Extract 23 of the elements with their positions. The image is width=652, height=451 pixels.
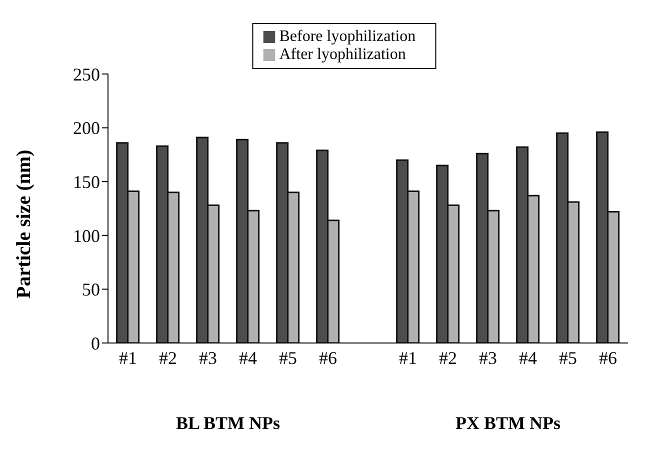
y-tick-label: 0 — [91, 333, 100, 354]
x-tick-label: #1 — [399, 348, 417, 368]
y-axis-title: Particle size (nm) — [13, 150, 36, 298]
x-tick-label: #1 — [119, 348, 137, 368]
legend-label: After lyophilization — [279, 46, 406, 63]
x-tick-label: #6 — [319, 348, 337, 368]
x-tick-label: #5 — [279, 348, 297, 368]
x-tick-label: #5 — [559, 348, 577, 368]
x-tick-label: #2 — [439, 348, 457, 368]
x-tick-label: #4 — [519, 348, 537, 368]
y-tick-label: 200 — [73, 118, 100, 138]
x-tick-label: #2 — [159, 348, 177, 368]
legend-label: Before lyophilization — [279, 28, 416, 45]
y-tick-label: 250 — [73, 64, 100, 84]
x-tick-label: #4 — [239, 348, 257, 368]
y-tick-label: 150 — [73, 172, 100, 192]
x-tick-label: #3 — [479, 348, 497, 368]
x-tick-label: #6 — [599, 348, 617, 368]
text: BL BTM NPs — [176, 413, 280, 434]
y-tick-label: 100 — [73, 226, 100, 246]
y-tick-label: 50 — [82, 280, 100, 300]
text: PX BTM NPs — [456, 413, 560, 434]
x-tick-label: #3 — [199, 348, 217, 368]
